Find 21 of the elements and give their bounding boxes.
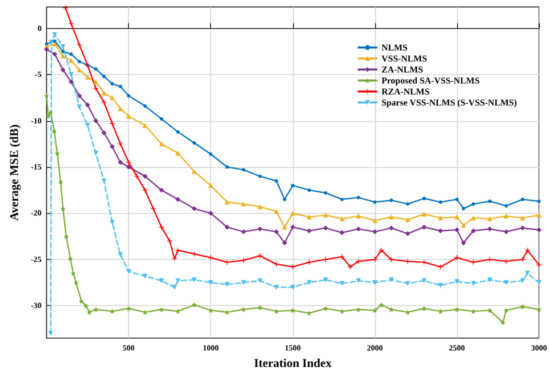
x-axis-title: Iteration Index [254,356,332,370]
x-tick-label: 3000 [531,344,547,353]
legend-label: VSS-NLMS [381,54,427,64]
y-tick-label: -15 [30,162,42,172]
x-tick-label: 500 [122,344,135,353]
x-tick-label: 2500 [448,344,465,353]
legend-label: ZA-NLMS [381,64,423,74]
y-tick-label: -20 [30,208,42,218]
x-tick-label: 2000 [366,344,383,353]
x-tick-label: 1000 [202,344,219,353]
y-tick-label: -10 [30,116,42,126]
legend-label: Proposed SA-VSS-NLMS [381,76,480,86]
legend-label: Sparse VSS-NLMS (S-VSS-NLMS) [381,98,517,108]
legend-label: NLMS [381,42,408,52]
y-tick-label: -5 [34,70,42,80]
legend-label: RZA-NLMS [381,86,430,96]
x-tick-label: 1500 [284,344,301,353]
y-axis-title: Average MSE (dB) [7,124,21,221]
y-tick-label: -25 [30,254,42,264]
y-tick-label: 0 [38,24,42,33]
y-tick-label: -30 [30,301,42,310]
